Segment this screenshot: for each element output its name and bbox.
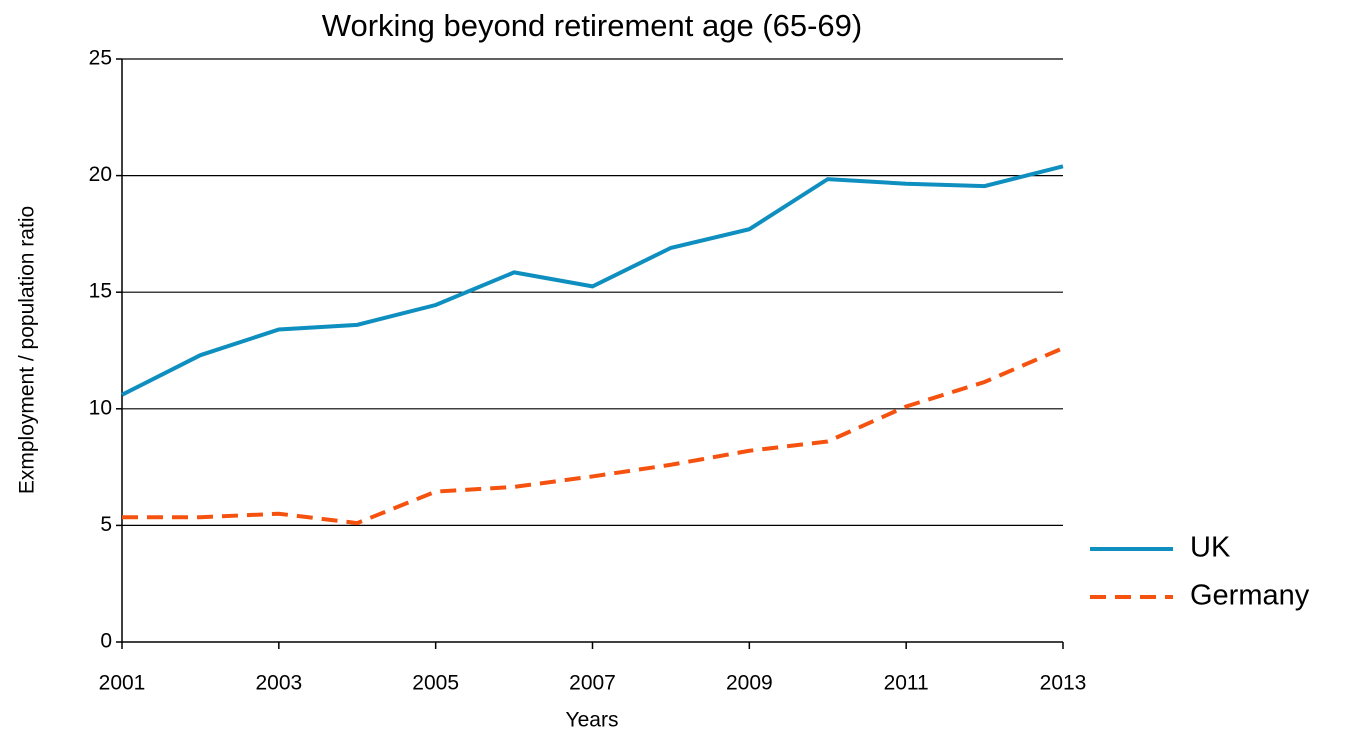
y-tick-label: 25 [89,47,112,70]
y-tick-label: 15 [89,280,112,303]
x-tick-label: 2001 [99,672,146,695]
y-tick-label: 10 [89,396,112,419]
y-axis-label: Exmployment / population ratio [16,206,39,494]
legend-label: UK [1190,532,1231,564]
chart-title: Working beyond retirement age (65-69) [322,8,863,43]
x-tick-label: 2011 [884,672,929,695]
x-tick-label: 2007 [569,672,616,695]
data-line [122,346,1064,526]
y-tick-label: 0 [100,630,112,653]
x-tick-label: 2005 [412,672,459,695]
legend-label: Germany [1190,580,1310,612]
y-tick-label: 20 [89,163,112,186]
x-tick-label: 2009 [726,672,773,695]
x-tick-label: 2013 [1040,672,1087,695]
x-axis-label: Years [566,709,619,732]
x-tick-label: 2003 [255,672,302,695]
y-tick-label: 5 [100,513,112,536]
data-line [121,164,1064,397]
